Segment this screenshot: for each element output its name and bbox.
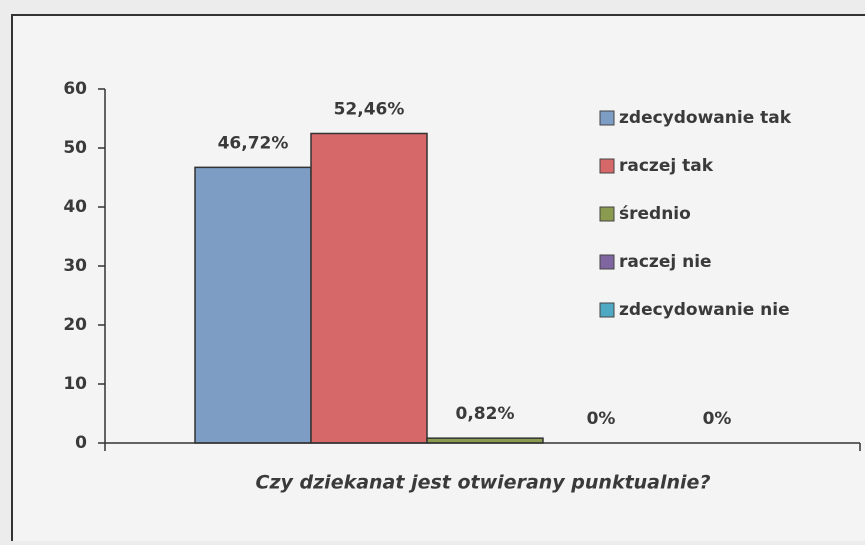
bar — [310, 132, 428, 444]
value-label: 46,72% — [218, 133, 289, 153]
value-label: 0,82% — [456, 404, 515, 424]
y-tick-label: 60 — [63, 79, 87, 99]
value-label: 0% — [587, 409, 616, 429]
legend-swatch — [599, 206, 615, 222]
y-tick-label: 40 — [63, 197, 87, 217]
y-tick-label: 0 — [75, 433, 87, 453]
legend-swatch — [599, 302, 615, 318]
legend-label: zdecydowanie nie — [619, 300, 790, 320]
legend-swatch — [599, 254, 615, 270]
legend-swatch — [599, 158, 615, 174]
bar — [194, 166, 312, 444]
y-tick-label: 50 — [63, 138, 87, 158]
legend-label: średnio — [619, 204, 691, 224]
value-label: 0% — [703, 409, 732, 429]
x-axis-label: Czy dziekanat jest otwierany punktualnie… — [256, 472, 711, 494]
value-label: 52,46% — [334, 99, 405, 119]
y-tick-label: 20 — [63, 315, 87, 335]
legend-label: zdecydowanie tak — [619, 108, 792, 128]
y-tick-label: 10 — [63, 374, 87, 394]
legend-swatch — [599, 110, 615, 126]
legend-label: raczej nie — [619, 252, 712, 272]
legend-label: raczej tak — [619, 156, 714, 176]
y-tick-label: 30 — [63, 256, 87, 276]
chart-frame — [11, 14, 865, 545]
